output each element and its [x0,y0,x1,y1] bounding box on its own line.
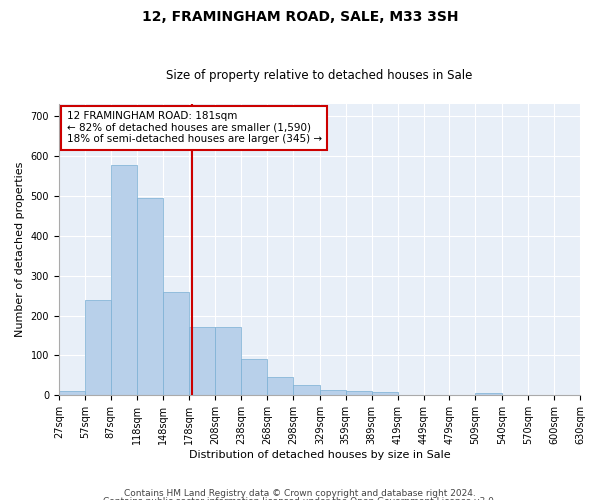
Text: Contains HM Land Registry data © Crown copyright and database right 2024.: Contains HM Land Registry data © Crown c… [124,488,476,498]
Bar [267,376,293,396]
Bar [475,394,502,396]
Bar [215,328,241,396]
Bar [293,384,320,396]
Y-axis label: Number of detached properties: Number of detached properties [15,162,25,338]
Bar [346,392,371,396]
Text: Contains public sector information licensed under the Open Government Licence v3: Contains public sector information licen… [103,497,497,500]
Bar [137,198,163,396]
Bar [85,300,110,396]
Bar [163,292,189,396]
Text: 12 FRAMINGHAM ROAD: 181sqm
← 82% of detached houses are smaller (1,590)
18% of s: 12 FRAMINGHAM ROAD: 181sqm ← 82% of deta… [67,112,322,144]
Text: 12, FRAMINGHAM ROAD, SALE, M33 3SH: 12, FRAMINGHAM ROAD, SALE, M33 3SH [142,10,458,24]
Bar [241,360,267,396]
Bar [189,328,215,396]
X-axis label: Distribution of detached houses by size in Sale: Distribution of detached houses by size … [188,450,450,460]
Bar [371,392,398,396]
Bar [320,390,346,396]
Title: Size of property relative to detached houses in Sale: Size of property relative to detached ho… [166,69,473,82]
Bar [110,164,137,396]
Bar [59,392,85,396]
